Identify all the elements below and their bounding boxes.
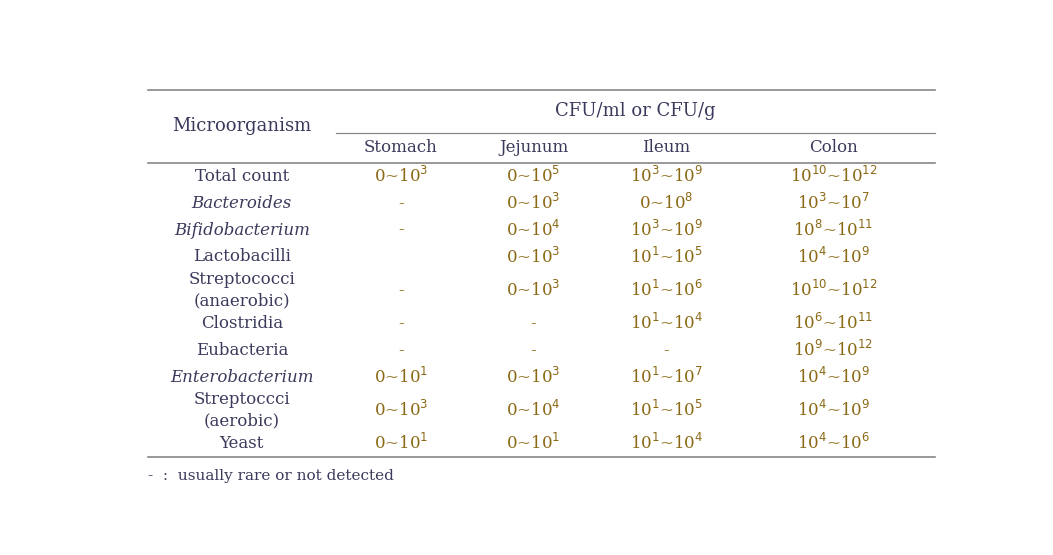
Text: Eubacteria: Eubacteria [196,342,287,359]
Text: 10$^1$~10$^5$: 10$^1$~10$^5$ [630,400,702,420]
Text: 10$^4$~10$^6$: 10$^4$~10$^6$ [797,433,870,453]
Text: Microorganism: Microorganism [173,118,312,135]
Text: 10$^{10}$~10$^{12}$: 10$^{10}$~10$^{12}$ [790,166,877,186]
Text: Lactobacilli: Lactobacilli [193,249,291,265]
Text: 0~10$^3$: 0~10$^3$ [506,247,560,267]
Text: 0~10$^4$: 0~10$^4$ [506,220,561,240]
Text: -: - [398,221,403,239]
Text: CFU/ml or CFU/g: CFU/ml or CFU/g [555,103,716,120]
Text: 0~10$^3$: 0~10$^3$ [506,367,560,387]
Text: 0~10$^3$: 0~10$^3$ [506,193,560,213]
Text: 10$^1$~10$^4$: 10$^1$~10$^4$ [630,433,702,453]
Text: 10$^1$~10$^4$: 10$^1$~10$^4$ [630,313,702,333]
Text: 10$^1$~10$^5$: 10$^1$~10$^5$ [630,247,702,267]
Text: -: - [398,195,403,211]
Text: 10$^4$~10$^9$: 10$^4$~10$^9$ [797,400,870,420]
Text: 10$^6$~10$^{11}$: 10$^6$~10$^{11}$ [793,313,874,333]
Text: Enterobacterium: Enterobacterium [170,369,314,386]
Text: 10$^8$~10$^{11}$: 10$^8$~10$^{11}$ [793,220,874,240]
Text: 0~10$^1$: 0~10$^1$ [506,433,560,453]
Text: -: - [663,342,669,359]
Text: 10$^1$~10$^6$: 10$^1$~10$^6$ [630,280,702,300]
Text: Bifidobacterium: Bifidobacterium [174,221,310,239]
Text: 10$^3$~10$^9$: 10$^3$~10$^9$ [630,166,702,186]
Text: Streptoccci
(aerobic): Streptoccci (aerobic) [194,391,291,429]
Text: 0~10$^1$: 0~10$^1$ [374,433,428,453]
Text: Colon: Colon [809,139,858,157]
Text: 10$^9$~10$^{12}$: 10$^9$~10$^{12}$ [793,340,874,360]
Text: Streptococci
(anaerobic): Streptococci (anaerobic) [188,271,295,309]
Text: 0~10$^3$: 0~10$^3$ [506,280,560,300]
Text: 0~10$^3$: 0~10$^3$ [374,400,429,420]
Text: 0~10$^4$: 0~10$^4$ [506,400,561,420]
Text: 10$^3$~10$^9$: 10$^3$~10$^9$ [630,220,702,240]
Text: -: - [398,315,403,332]
Text: Yeast: Yeast [220,435,264,452]
Text: 0~10$^8$: 0~10$^8$ [639,193,693,213]
Text: Stomach: Stomach [364,139,438,157]
Text: -: - [531,315,536,332]
Text: 0~10$^5$: 0~10$^5$ [506,166,560,186]
Text: -  :  usually rare or not detected: - : usually rare or not detected [147,469,394,483]
Text: -: - [398,281,403,299]
Text: Clostridia: Clostridia [201,315,283,332]
Text: -: - [398,342,403,359]
Text: 0~10$^1$: 0~10$^1$ [374,367,428,387]
Text: -: - [531,342,536,359]
Text: 10$^3$~10$^7$: 10$^3$~10$^7$ [797,193,870,213]
Text: 10$^{10}$~10$^{12}$: 10$^{10}$~10$^{12}$ [790,280,877,300]
Text: 0~10$^3$: 0~10$^3$ [374,166,429,186]
Text: 10$^4$~10$^9$: 10$^4$~10$^9$ [797,367,870,387]
Text: 10$^4$~10$^9$: 10$^4$~10$^9$ [797,247,870,267]
Text: Total count: Total count [195,168,289,185]
Text: Jejunum: Jejunum [499,139,569,157]
Text: Bacteroides: Bacteroides [192,195,292,211]
Text: 10$^1$~10$^7$: 10$^1$~10$^7$ [630,367,702,387]
Text: Ileum: Ileum [642,139,690,157]
